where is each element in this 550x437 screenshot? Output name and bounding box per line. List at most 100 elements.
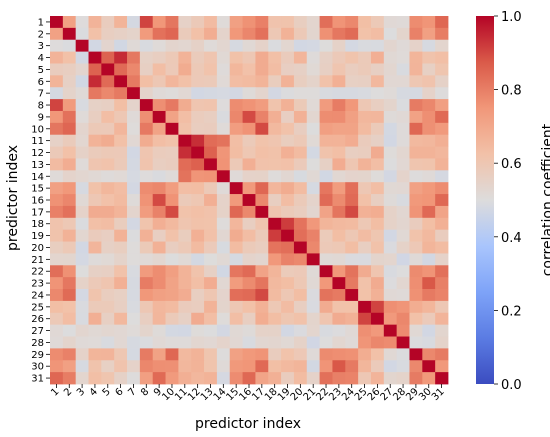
heatmap-cell: [178, 16, 192, 29]
heatmap-cell: [191, 16, 205, 29]
heatmap-cell: [242, 63, 256, 76]
heatmap-cell: [422, 300, 436, 314]
heatmap-cell: [75, 348, 89, 361]
heatmap-cell: [191, 312, 205, 326]
y-tick-label: 16: [31, 196, 44, 207]
heatmap-cell: [383, 51, 398, 64]
heatmap-cell: [101, 63, 115, 76]
heatmap-cell: [435, 205, 449, 219]
heatmap-cell: [345, 265, 359, 278]
heatmap-cell: [229, 194, 243, 207]
heatmap-cell: [281, 289, 295, 302]
heatmap-cell: [75, 51, 89, 64]
heatmap-cell: [204, 300, 218, 314]
heatmap-cell: [396, 27, 410, 41]
heatmap-cell: [435, 110, 449, 124]
heatmap-cell: [358, 277, 372, 290]
heatmap-cell: [396, 241, 410, 254]
heatmap-cell: [255, 63, 269, 76]
heatmap-cell: [370, 253, 385, 266]
heatmap-cell: [75, 122, 89, 136]
heatmap-cell: [178, 253, 192, 266]
heatmap-cell: [396, 372, 410, 385]
heatmap-cell: [255, 122, 269, 136]
heatmap-cell: [268, 229, 282, 242]
heatmap-cell: [345, 289, 359, 302]
heatmap-cell: [255, 217, 269, 231]
heatmap-cell: [101, 229, 115, 242]
heatmap-cell: [370, 289, 385, 302]
heatmap-cell: [332, 110, 346, 124]
heatmap-cell: [101, 158, 115, 171]
heatmap-cell: [127, 229, 141, 242]
heatmap-cell: [306, 372, 321, 385]
heatmap-cell: [370, 205, 385, 219]
x-tick-label: 4: [88, 386, 100, 398]
heatmap-cell: [114, 324, 128, 337]
heatmap-cell: [191, 277, 205, 290]
heatmap-cell: [358, 27, 372, 41]
heatmap-cell: [370, 110, 385, 124]
heatmap-cell: [422, 241, 436, 254]
heatmap-cell: [152, 39, 166, 53]
heatmap-cell: [62, 217, 77, 231]
heatmap-cell: [268, 372, 282, 385]
heatmap-cell: [101, 87, 115, 100]
heatmap-cell: [152, 289, 166, 302]
y-tick-label: 28: [31, 338, 44, 349]
heatmap-cell: [293, 87, 308, 100]
heatmap-cell: [114, 87, 128, 100]
heatmap-cell: [242, 16, 256, 29]
heatmap-cell: [268, 75, 282, 88]
heatmap-cell: [75, 182, 89, 195]
heatmap-cell: [165, 360, 179, 373]
heatmap-cell: [114, 217, 128, 231]
heatmap-cell: [127, 146, 141, 159]
heatmap-cell: [127, 265, 141, 278]
heatmap-cell: [127, 122, 141, 136]
heatmap-cell: [139, 324, 154, 337]
heatmap-cell: [281, 194, 295, 207]
heatmap-cell: [127, 63, 141, 76]
heatmap-cell: [396, 205, 410, 219]
heatmap-cell: [383, 312, 398, 326]
heatmap-cell: [306, 99, 321, 112]
heatmap-cell: [114, 99, 128, 112]
heatmap-cell: [422, 146, 436, 159]
heatmap-cell: [319, 182, 333, 195]
heatmap-cell: [114, 253, 128, 266]
heatmap-cell: [101, 194, 115, 207]
heatmap-cell: [216, 241, 231, 254]
heatmap-cell: [101, 289, 115, 302]
heatmap-cell: [370, 217, 385, 231]
heatmap-cell: [152, 360, 166, 373]
heatmap-cell: [114, 170, 128, 183]
heatmap-cell: [204, 229, 218, 242]
heatmap-cell: [165, 241, 179, 254]
heatmap-cell: [422, 27, 436, 41]
heatmap-cell: [293, 122, 308, 136]
heatmap-cell: [255, 229, 269, 242]
heatmap-cell: [383, 182, 398, 195]
heatmap-cell: [435, 75, 449, 88]
heatmap-cell: [409, 27, 423, 41]
heatmap-cell: [88, 39, 102, 53]
heatmap-cell: [114, 348, 128, 361]
heatmap-cell: [75, 312, 89, 326]
heatmap-cell: [114, 360, 128, 373]
heatmap-cell: [242, 265, 256, 278]
heatmap-cell: [229, 182, 243, 195]
heatmap-cell: [255, 75, 269, 88]
heatmap-cell: [255, 51, 269, 64]
heatmap-cell: [139, 372, 154, 385]
heatmap-cell: [88, 134, 102, 147]
heatmap-cell: [178, 87, 192, 100]
heatmap-cell: [293, 348, 308, 361]
heatmap-cell: [319, 360, 333, 373]
heatmap-cell: [332, 229, 346, 242]
heatmap-cell: [255, 170, 269, 183]
heatmap-cell: [229, 27, 243, 41]
heatmap-cell: [114, 300, 128, 314]
heatmap-cell: [75, 134, 89, 147]
x-tick-label: 5: [101, 386, 113, 398]
